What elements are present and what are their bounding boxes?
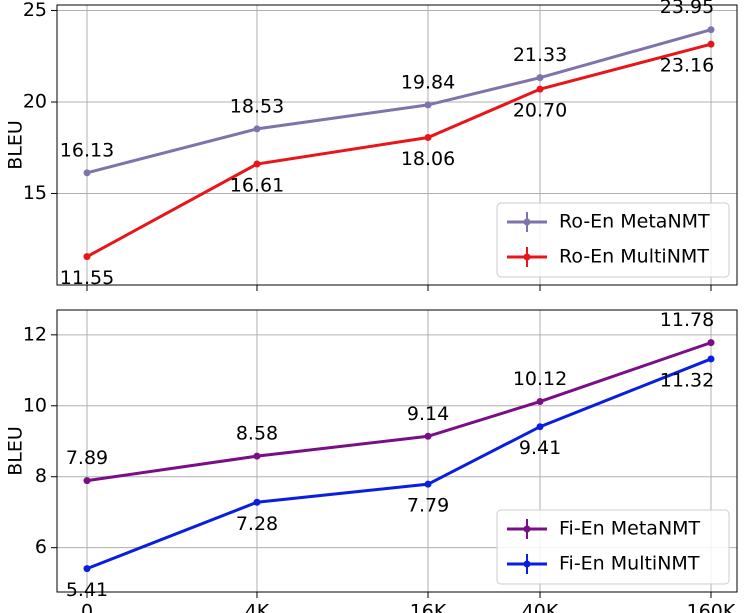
data-label: 7.89: [66, 447, 108, 469]
data-label: 23.95: [660, 0, 714, 18]
data-label: 7.28: [236, 513, 278, 535]
y-tick-label: 20: [23, 90, 47, 112]
point: [253, 125, 261, 133]
point: [707, 40, 715, 48]
y-axis-label: BLEU: [5, 120, 27, 170]
legend-box: [496, 509, 730, 585]
legend-marker: [523, 560, 531, 568]
y-tick-label: 25: [23, 0, 47, 21]
point: [253, 160, 261, 168]
point: [536, 398, 544, 406]
legend-marker: [523, 525, 531, 533]
series-line: [86, 28, 712, 175]
legend-box: [496, 202, 730, 278]
plot-frame: [56, 309, 738, 593]
point: [253, 452, 261, 460]
series-line: [86, 341, 712, 483]
data-label: 10.12: [513, 368, 567, 390]
y-axis-label: BLEU: [5, 426, 27, 476]
point: [424, 101, 432, 109]
y-tick-label: 8: [35, 465, 47, 487]
x-tick-label: 0: [81, 601, 93, 613]
data-label: 23.16: [660, 55, 714, 77]
data-label: 21.33: [513, 44, 567, 66]
point: [83, 253, 91, 261]
point: [536, 85, 544, 93]
data-label: 5.41: [66, 579, 108, 601]
data-label: 8.58: [236, 423, 278, 445]
legend-label: Fi-En MultiNMT: [559, 553, 700, 575]
point: [83, 477, 91, 485]
x-tick-label: 160K: [687, 601, 736, 613]
y-tick-label: 6: [35, 536, 47, 558]
y-tick-label: 15: [23, 182, 47, 204]
point: [424, 480, 432, 488]
legend-marker: [523, 253, 531, 261]
point: [707, 339, 715, 347]
data-label: 7.79: [407, 495, 449, 517]
data-label: 11.78: [660, 309, 714, 331]
y-tick-label: 12: [23, 323, 47, 345]
point: [536, 74, 544, 82]
point: [424, 133, 432, 141]
point: [83, 169, 91, 177]
point: [707, 355, 715, 363]
point: [253, 498, 261, 506]
legend-label: Fi-En MetaNMT: [559, 518, 701, 540]
legend-marker: [523, 218, 531, 226]
x-tick-label: 40K: [522, 601, 559, 613]
x-tick-label: 4K: [245, 601, 270, 613]
data-label: 18.06: [401, 148, 455, 170]
legend-label: Ro-En MultiNMT: [559, 246, 709, 268]
data-label: 9.14: [407, 403, 449, 425]
point: [707, 26, 715, 34]
y-tick-label: 10: [23, 394, 47, 416]
data-label: 16.13: [60, 139, 114, 161]
data-label: 11.55: [60, 267, 114, 289]
data-label: 11.32: [660, 369, 714, 391]
data-label: 20.70: [513, 100, 567, 122]
data-label: 19.84: [401, 71, 455, 93]
point: [83, 565, 91, 573]
plot-frame: [56, 4, 738, 286]
data-label: 9.41: [519, 437, 561, 459]
point: [424, 432, 432, 440]
legend-label: Ro-En MetaNMT: [559, 211, 710, 233]
data-label: 18.53: [230, 95, 284, 117]
point: [536, 423, 544, 431]
data-label: 16.61: [230, 175, 284, 197]
x-tick-label: 16K: [410, 601, 447, 613]
